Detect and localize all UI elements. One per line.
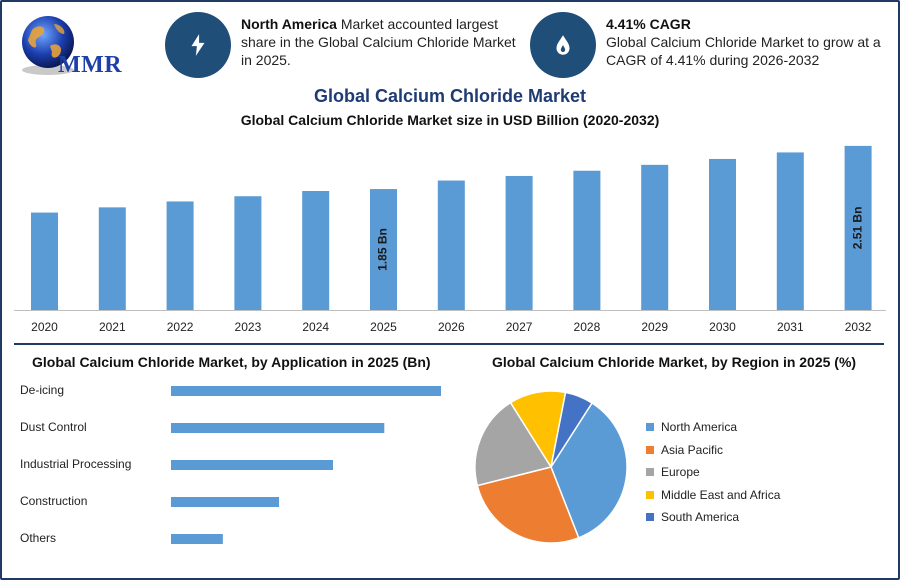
application-label: Others (20, 531, 57, 545)
bar-2020 (31, 212, 58, 310)
bar-data-label: 1.85 Bn (376, 228, 390, 271)
x-tick-label: 2021 (99, 320, 126, 334)
x-tick-label: 2028 (574, 320, 601, 334)
bar-2026 (437, 180, 465, 310)
bar-2031 (776, 152, 804, 310)
x-tick-label: 2020 (31, 320, 58, 334)
legend-item: Middle East and Africa (646, 484, 780, 507)
bar-2025 (370, 189, 397, 310)
market-size-bar-chart: 2020 2021 2022 2023 2024 2025 1.85 Bn 2026 2027 2… (14, 145, 886, 334)
legend-item: North America (646, 416, 780, 439)
legend-swatch (646, 490, 654, 499)
legend-swatch (646, 423, 654, 432)
pie-slice (550, 401, 628, 539)
x-tick-label: 2029 (641, 320, 668, 334)
info-body: Market accounted largest share in the Gl… (241, 16, 516, 68)
drop-icon (556, 35, 570, 55)
info-circle (165, 12, 231, 78)
legend-label: Europe (661, 465, 700, 480)
info-text: North America Market accounted largest s… (241, 12, 525, 69)
x-tick-label: 2025 (370, 320, 397, 334)
x-tick-label: 2032 (845, 320, 872, 334)
legend-label: North America (661, 420, 738, 435)
info-body: Global Calcium Chloride Market to grow a… (606, 34, 881, 68)
info-text: 4.41% CAGR Global Calcium Chloride Marke… (606, 12, 890, 69)
application-label: Dust Control (20, 420, 87, 434)
bar-2024 (302, 191, 330, 310)
logo-text: MMR (58, 52, 123, 78)
main-title: Global Calcium Chloride Market (313, 86, 587, 106)
bar-2030 (709, 158, 736, 310)
region-pie-chart (474, 390, 628, 544)
region-chart-title: Global Calcium Chloride Market, by Regio… (492, 354, 857, 370)
pie-slice (476, 466, 580, 544)
legend-label: South America (661, 510, 740, 525)
application-bar (171, 460, 333, 470)
region-legend: North America Asia Pacific Europe Middle Ea… (646, 416, 780, 529)
application-label: De-icing (20, 383, 65, 397)
x-tick-label: 2030 (709, 320, 736, 334)
application-label: Industrial Processing (20, 457, 132, 471)
info-bold: 4.41% CAGR (606, 16, 691, 32)
application-bar (171, 423, 385, 433)
x-tick-label: 2024 (302, 320, 329, 334)
legend-item: Europe (646, 461, 780, 484)
bar-chart-title: Global Calcium Chloride Market size in U… (240, 112, 660, 128)
bar-data-label: 2.51 Bn (850, 207, 864, 250)
pie-slice (550, 391, 594, 468)
application-chart-title: Global Calcium Chloride Market, by Appli… (32, 354, 431, 370)
legend-label: Middle East and Africa (661, 487, 781, 502)
x-tick-label: 2031 (777, 320, 804, 334)
application-bar (171, 497, 279, 507)
bar-2022 (166, 201, 194, 310)
info-bold: North America (241, 16, 337, 32)
bar-2023 (234, 196, 262, 310)
bar-2029 (641, 164, 669, 310)
info-card-cagr: 4.41% CAGR Global Calcium Chloride Marke… (530, 12, 890, 78)
application-label: Construction (20, 494, 88, 508)
globe-icon (22, 16, 74, 75)
info-circle (530, 12, 596, 78)
legend-swatch (646, 513, 654, 522)
x-tick-label: 2027 (506, 320, 533, 334)
x-tick-label: 2023 (235, 320, 262, 334)
application-bar (171, 386, 441, 396)
bar-2032 (844, 145, 872, 310)
info-card-north-america: North America Market accounted largest s… (165, 12, 525, 78)
application-bar (171, 534, 223, 544)
application-bar-chart (171, 386, 441, 544)
pie-slice (474, 401, 553, 487)
bar-2021 (98, 207, 126, 310)
legend-swatch (646, 468, 654, 477)
legend-label: Asia Pacific (661, 442, 724, 457)
legend-item: South America (646, 506, 780, 529)
legend-item: Asia Pacific (646, 439, 780, 462)
mmr-logo: MMR (14, 12, 144, 78)
bar-2028 (573, 170, 601, 310)
bar-2027 (505, 175, 533, 310)
x-tick-label: 2022 (167, 320, 194, 334)
lightning-icon (191, 34, 205, 56)
x-tick-label: 2026 (438, 320, 465, 334)
section-divider (14, 343, 884, 345)
legend-swatch (646, 445, 654, 454)
